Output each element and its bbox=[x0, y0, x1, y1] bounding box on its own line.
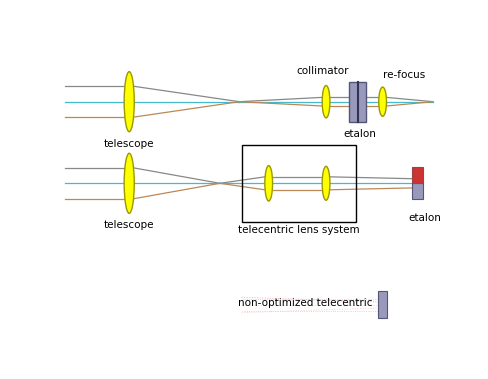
Text: etalon: etalon bbox=[409, 213, 442, 222]
Text: telecentric lens system: telecentric lens system bbox=[238, 225, 359, 235]
Ellipse shape bbox=[379, 87, 386, 116]
Bar bbox=[412, 183, 423, 199]
Ellipse shape bbox=[322, 86, 330, 118]
Bar bbox=[349, 81, 366, 122]
Text: telescope: telescope bbox=[104, 220, 154, 230]
Bar bbox=[378, 291, 387, 318]
Ellipse shape bbox=[124, 72, 134, 132]
Ellipse shape bbox=[322, 166, 330, 200]
Ellipse shape bbox=[265, 166, 273, 201]
Text: non-optimized telecentric: non-optimized telecentric bbox=[238, 298, 372, 309]
Bar bbox=[412, 167, 423, 183]
Bar bbox=[242, 145, 355, 222]
Text: collimator: collimator bbox=[296, 66, 348, 75]
Text: etalon: etalon bbox=[343, 128, 376, 139]
Ellipse shape bbox=[124, 153, 134, 213]
Text: telescope: telescope bbox=[104, 139, 154, 149]
Text: re-focus: re-focus bbox=[383, 70, 426, 80]
